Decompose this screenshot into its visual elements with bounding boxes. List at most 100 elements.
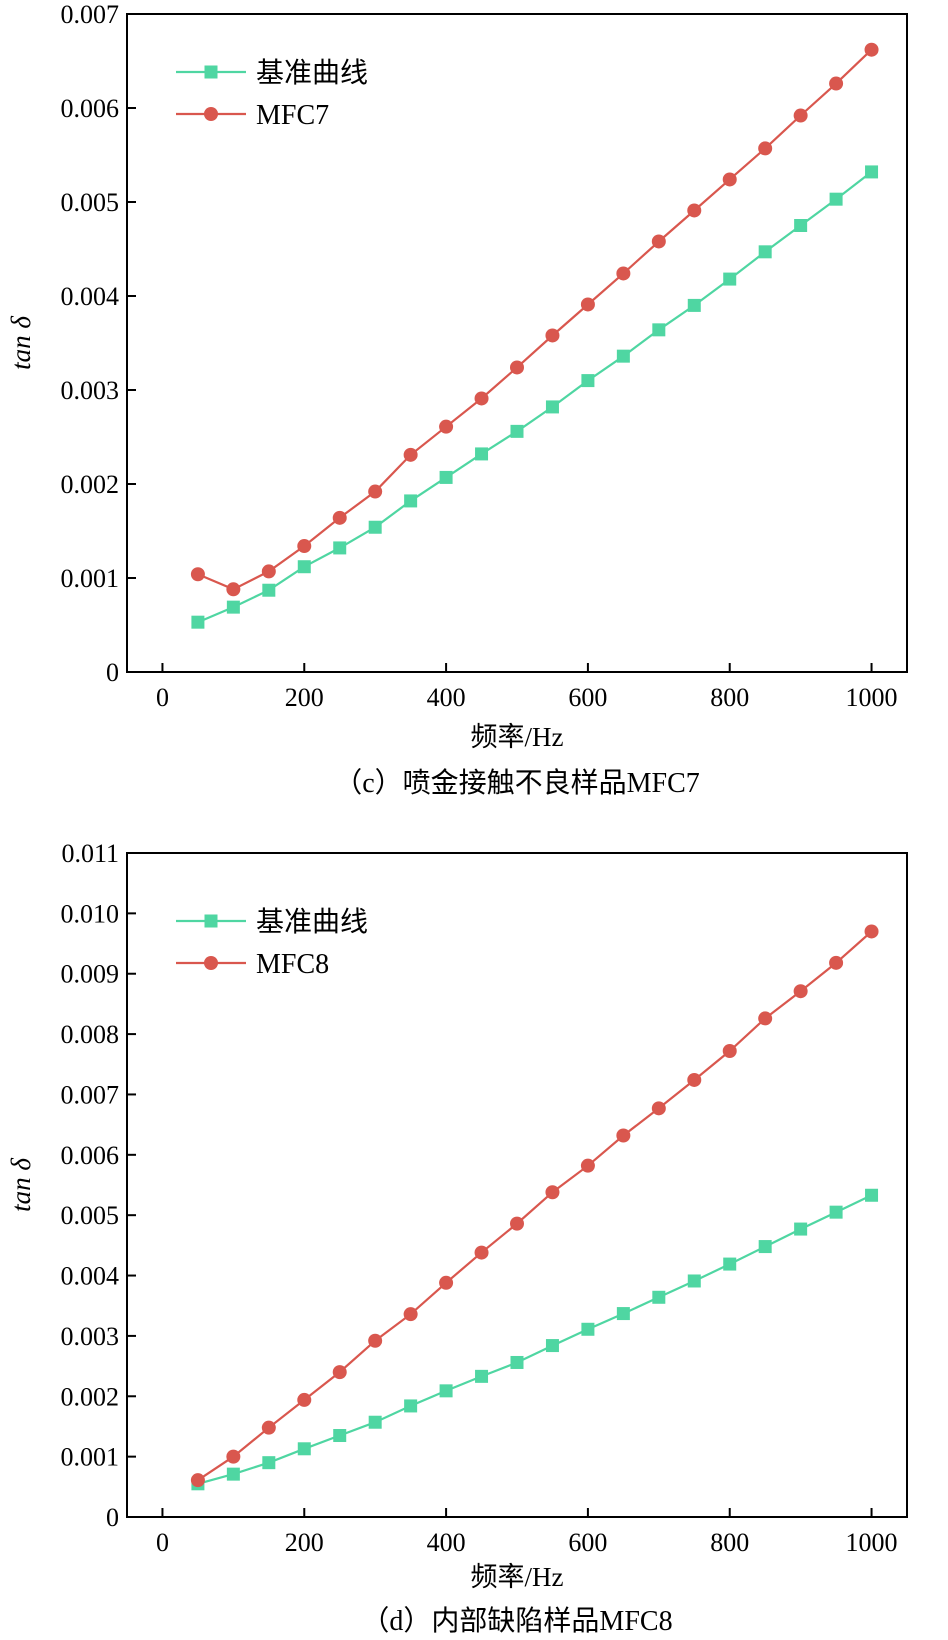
data-point-circle <box>403 1307 418 1322</box>
data-point-square <box>794 1222 808 1236</box>
data-point-circle <box>722 172 737 187</box>
data-point-square <box>829 192 843 206</box>
x-tick-label: 600 <box>568 683 607 712</box>
data-point-circle <box>687 1072 702 1087</box>
data-point-square <box>297 1442 311 1456</box>
data-point-circle <box>439 1275 454 1290</box>
legend-label: MFC7 <box>256 100 329 131</box>
legend-marker-circle <box>204 107 218 121</box>
y-tick-label: 0.009 <box>61 960 120 989</box>
y-tick-label: 0 <box>106 1503 119 1532</box>
y-tick-label: 0.004 <box>61 282 120 311</box>
legend-marker-circle <box>204 956 218 970</box>
x-tick-label: 400 <box>427 683 466 712</box>
data-point-circle <box>758 141 773 156</box>
data-point-square <box>439 470 453 484</box>
y-tick-label: 0.005 <box>61 1201 120 1230</box>
data-point-circle <box>332 1365 347 1380</box>
series-line-0 <box>197 171 873 624</box>
y-tick-label: 0.006 <box>61 1141 120 1170</box>
data-point-square <box>297 560 311 574</box>
data-point-circle <box>580 297 595 312</box>
data-point-circle <box>261 1420 276 1435</box>
data-point-circle <box>829 76 844 91</box>
data-point-circle <box>226 1449 241 1464</box>
data-point-circle <box>864 42 879 57</box>
data-point-circle <box>793 108 808 123</box>
y-axis: 0 0.001 0.002 0.003 0.004 0.005 0.006 0.007 <box>61 0 136 687</box>
data-point-square <box>545 400 559 414</box>
data-point-circle <box>297 1392 312 1407</box>
data-point-circle <box>793 984 808 999</box>
chart-panel-c: 0 0.001 0.002 0.003 0.004 0.005 0.006 0.007 0 20… <box>6 0 908 799</box>
data-point-square <box>652 323 666 337</box>
x-tick-label: 200 <box>285 683 324 712</box>
data-point-circle <box>864 924 879 939</box>
data-point-circle <box>403 447 418 462</box>
y-tick-label: 0 <box>106 658 119 687</box>
legend-marker-square <box>204 65 218 79</box>
data-point-circle <box>651 1101 666 1116</box>
data-point-circle <box>474 391 489 406</box>
x-tick-label: 400 <box>427 1528 466 1557</box>
data-point-square <box>581 1322 595 1336</box>
y-axis-title: tan δ <box>6 316 36 370</box>
x-axis: 0 200 400 600 800 1000 <box>156 1508 898 1557</box>
x-axis: 0 200 400 600 800 1000 <box>156 663 898 712</box>
data-point-square <box>865 1188 879 1202</box>
y-tick-label: 0.011 <box>61 839 119 868</box>
data-point-square <box>723 1257 737 1271</box>
x-tick-label: 1000 <box>846 683 898 712</box>
data-point-square <box>510 1355 524 1369</box>
data-point-circle <box>687 203 702 218</box>
data-point-square <box>368 1415 382 1429</box>
data-point-square <box>475 447 489 461</box>
data-point-circle <box>368 484 383 499</box>
legend: 基准曲线 MFC7 <box>176 57 368 131</box>
data-point-square <box>262 1456 276 1470</box>
data-point-square <box>333 1429 347 1443</box>
data-point-circle <box>722 1043 737 1058</box>
legend-marker-square <box>204 914 218 928</box>
y-tick-label: 0.003 <box>61 1322 120 1351</box>
data-point-circle <box>580 1158 595 1173</box>
caption: （c）喷金接触不良样品MFC7 <box>334 767 700 799</box>
data-point-square <box>687 298 701 312</box>
x-tick-label: 1000 <box>846 1528 898 1557</box>
data-point-square <box>226 600 240 614</box>
data-point-square <box>510 424 524 438</box>
y-tick-label: 0.004 <box>61 1262 120 1291</box>
data-point-square <box>865 165 879 179</box>
data-point-circle <box>261 564 276 579</box>
data-point-circle <box>651 234 666 249</box>
x-axis-title: 频率/Hz <box>471 722 564 752</box>
data-point-circle <box>758 1011 773 1026</box>
data-point-circle <box>545 1185 560 1200</box>
data-point-square <box>439 1384 453 1398</box>
data-point-square <box>758 245 772 259</box>
data-point-circle <box>545 328 560 343</box>
y-tick-label: 0.003 <box>61 376 120 405</box>
data-point-circle <box>190 567 205 582</box>
data-point-square <box>616 1307 630 1321</box>
x-tick-label: 800 <box>710 683 749 712</box>
y-tick-label: 0.001 <box>61 1443 120 1472</box>
data-point-circle <box>297 539 312 554</box>
data-point-square <box>262 583 276 597</box>
data-point-circle <box>616 266 631 281</box>
y-tick-label: 0.002 <box>61 1382 120 1411</box>
data-point-square <box>581 374 595 388</box>
series-group <box>190 924 879 1491</box>
data-point-square <box>404 494 418 508</box>
legend: 基准曲线 MFC8 <box>176 906 368 980</box>
x-tick-label: 600 <box>568 1528 607 1557</box>
data-point-square <box>723 272 737 286</box>
y-tick-label: 0.006 <box>61 94 120 123</box>
data-point-circle <box>510 360 524 375</box>
x-tick-label: 0 <box>156 683 169 712</box>
data-point-circle <box>368 1333 383 1348</box>
y-axis: 0 0.001 0.002 0.003 0.004 0.005 0.006 0.007 0.00… <box>61 839 136 1532</box>
y-tick-label: 0.010 <box>61 899 120 928</box>
caption: （d）内部缺陷样品MFC8 <box>361 1605 672 1637</box>
